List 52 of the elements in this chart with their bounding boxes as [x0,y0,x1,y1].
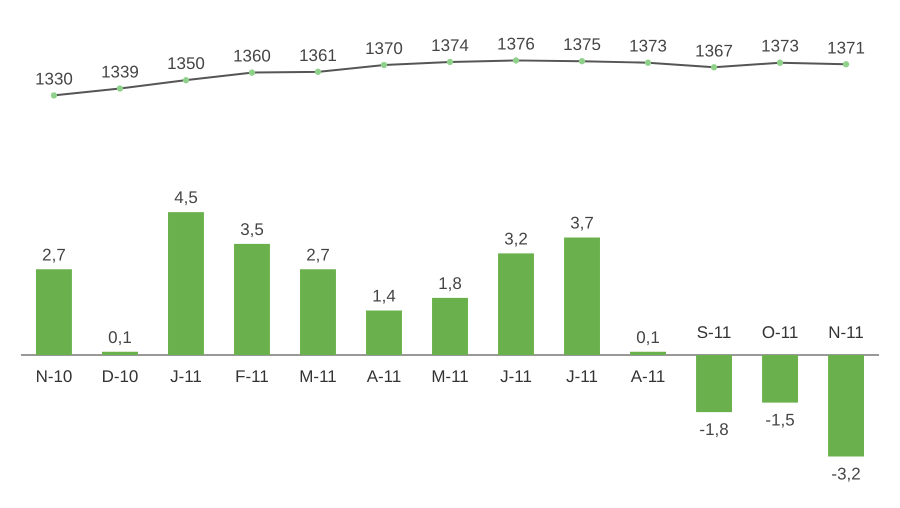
data-label: 1339 [101,62,139,82]
data-label: 2,7 [306,245,330,264]
bar [696,354,732,412]
data-label: 1373 [629,36,667,56]
data-label: 4,5 [174,188,198,208]
x-tick-label: N-10 [36,366,72,386]
x-tick-label: M-11 [431,366,469,386]
bar [36,269,72,355]
data-label: 1361 [299,46,337,65]
x-tick-label: A-11 [366,366,402,386]
bar [564,237,600,355]
data-label: 1376 [497,34,535,54]
data-label: 1,4 [372,286,396,306]
bar [762,354,798,403]
data-label: 0,1 [108,328,132,347]
data-label: 1360 [233,46,271,66]
data-label: 1370 [365,39,403,58]
data-label: 1371 [827,38,865,58]
bar [234,244,270,355]
data-label: 3,7 [570,214,594,233]
x-tick-label: F-11 [235,366,269,386]
bar [432,298,468,355]
x-tick-label: A-11 [630,366,666,386]
data-label: 1373 [761,36,799,56]
bar [828,354,864,457]
x-tick-label: J-11 [170,366,202,386]
bar [366,310,402,355]
bar [498,253,534,355]
data-label: 1350 [167,54,205,74]
data-label: 1,8 [438,274,462,293]
data-label: -1,8 [699,420,729,440]
x-tick-label: J-11 [500,366,532,386]
data-label: 2,7 [42,245,66,264]
data-label: 3,2 [504,229,528,248]
bar [102,352,138,355]
x-tick-label: M-11 [299,366,337,386]
data-label: -1,5 [765,410,795,430]
data-label: 1375 [563,35,601,54]
x-tick-label: S-11 [696,323,732,342]
data-label: 3,5 [240,220,264,239]
x-tick-label: J-11 [566,366,598,386]
bar [630,352,666,355]
data-label: 1367 [695,41,733,60]
bar [300,269,336,355]
data-label: 1374 [431,36,469,55]
x-tick-label: N-11 [828,323,864,342]
data-label: 0,1 [636,328,660,347]
bar [168,212,204,355]
data-label: -3,2 [831,464,861,484]
x-tick-label: O-11 [762,323,798,342]
x-tick-label: D-10 [102,366,138,386]
data-label: 1330 [35,69,73,88]
